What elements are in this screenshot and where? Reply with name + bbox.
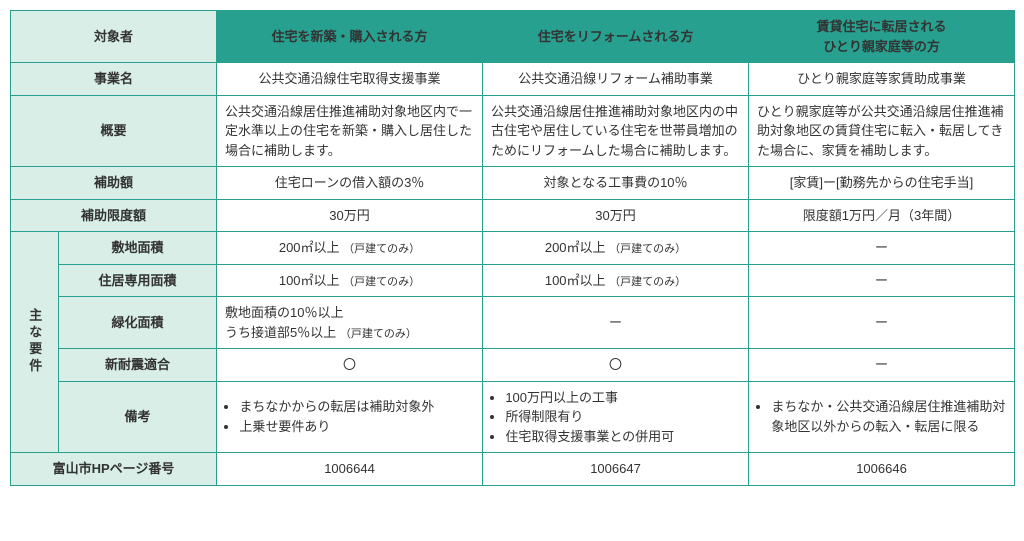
amount-c3: [家賃]ー[勤務先からの住宅手当] [749,167,1015,200]
notes-c1: まちなかからの転居は補助対象外 上乗せ要件あり [217,381,483,453]
amount-c1: 住宅ローンの借入額の3％ [217,167,483,200]
notes-c3-b1: まちなか・公共交通沿線居住推進補助対象地区以外からの転入・転居に限る [771,397,1006,436]
amount-c2: 対象となる工事費の10％ [483,167,749,200]
overview-label: 概要 [11,95,217,167]
table-row: 備考 まちなかからの転居は補助対象外 上乗せ要件あり 100万円以上の工事 所得… [11,381,1015,453]
table-row: 住居専用面積 100㎡以上 （戸建てのみ） 100㎡以上 （戸建てのみ） ー [11,264,1015,297]
biz-name-c3: ひとり親家庭等家賃助成事業 [749,63,1015,96]
site-area-label: 敷地面積 [59,232,217,265]
notes-c2-b3: 住宅取得支援事業との併用可 [505,427,740,447]
notes-c2-b1: 100万円以上の工事 [505,388,740,408]
quake-c2: 〇 [483,349,749,382]
site-area-c2: 200㎡以上 （戸建てのみ） [483,232,749,265]
floor-area-label: 住居専用面積 [59,264,217,297]
col2-header: 住宅をリフォームされる方 [483,11,749,63]
green-area-c1-sub: （戸建てのみ） [340,328,417,340]
overview-c3: ひとり親家庭等が公共交通沿線居住推進補助対象地区の賃貸住宅に転入・転居してきた場… [749,95,1015,167]
site-area-c3: ー [749,232,1015,265]
green-area-c1-line2: うち接道部5％以上 [225,325,336,340]
notes-c1-b1: まちなかからの転居は補助対象外 [239,397,474,417]
floor-area-c1: 100㎡以上 （戸建てのみ） [217,264,483,297]
green-area-c3: ー [749,297,1015,349]
limit-c1: 30万円 [217,199,483,232]
requirements-group-label: 主な要件 [11,232,59,453]
table-row: 事業名 公共交通沿線住宅取得支援事業 公共交通沿線リフォーム補助事業 ひとり親家… [11,63,1015,96]
green-area-label: 緑化面積 [59,297,217,349]
page-no-c2: 1006647 [483,453,749,486]
floor-area-c2-main: 100㎡以上 [545,273,606,288]
green-area-c2: ー [483,297,749,349]
quake-c3: ー [749,349,1015,382]
floor-area-c1-sub: （戸建てのみ） [343,276,420,288]
green-area-c1: 敷地面積の10％以上 うち接道部5％以上 （戸建てのみ） [217,297,483,349]
green-area-c1-line1: 敷地面積の10％以上 [225,305,343,320]
notes-c3: まちなか・公共交通沿線居住推進補助対象地区以外からの転入・転居に限る [749,381,1015,453]
floor-area-c2-sub: （戸建てのみ） [609,276,686,288]
notes-c2-b2: 所得制限有り [505,407,740,427]
limit-label: 補助限度額 [11,199,217,232]
notes-label: 備考 [59,381,217,453]
quake-c1: 〇 [217,349,483,382]
overview-c1: 公共交通沿線居住推進補助対象地区内で一定水準以上の住宅を新築・購入し居住した場合… [217,95,483,167]
floor-area-c3: ー [749,264,1015,297]
biz-name-c1: 公共交通沿線住宅取得支援事業 [217,63,483,96]
page-no-c3: 1006646 [749,453,1015,486]
page-no-c1: 1006644 [217,453,483,486]
col1-header: 住宅を新築・購入される方 [217,11,483,63]
table-row: 対象者 住宅を新築・購入される方 住宅をリフォームされる方 賃貸住宅に転居される… [11,11,1015,63]
table-row: 緑化面積 敷地面積の10％以上 うち接道部5％以上 （戸建てのみ） ー ー [11,297,1015,349]
table-row: 概要 公共交通沿線居住推進補助対象地区内で一定水準以上の住宅を新築・購入し居住し… [11,95,1015,167]
col3-header: 賃貸住宅に転居されるひとり親家庭等の方 [749,11,1015,63]
table-row: 新耐震適合 〇 〇 ー [11,349,1015,382]
quake-label: 新耐震適合 [59,349,217,382]
table-row: 補助額 住宅ローンの借入額の3％ 対象となる工事費の10％ [家賃]ー[勤務先か… [11,167,1015,200]
table-row: 主な要件 敷地面積 200㎡以上 （戸建てのみ） 200㎡以上 （戸建てのみ） … [11,232,1015,265]
amount-label: 補助額 [11,167,217,200]
overview-c2: 公共交通沿線居住推進補助対象地区内の中古住宅や居住している住宅を世帯員増加のため… [483,95,749,167]
site-area-c2-sub: （戸建てのみ） [609,243,686,255]
subsidy-table: 対象者 住宅を新築・購入される方 住宅をリフォームされる方 賃貸住宅に転居される… [10,10,1015,486]
floor-area-c1-main: 100㎡以上 [279,273,340,288]
biz-name-c2: 公共交通沿線リフォーム補助事業 [483,63,749,96]
limit-c3: 限度額1万円／月（3年間） [749,199,1015,232]
site-area-c1-main: 200㎡以上 [279,240,340,255]
notes-c1-b2: 上乗せ要件あり [239,417,474,437]
site-area-c2-main: 200㎡以上 [545,240,606,255]
biz-name-label: 事業名 [11,63,217,96]
limit-c2: 30万円 [483,199,749,232]
table-row: 補助限度額 30万円 30万円 限度額1万円／月（3年間） [11,199,1015,232]
floor-area-c2: 100㎡以上 （戸建てのみ） [483,264,749,297]
site-area-c1-sub: （戸建てのみ） [343,243,420,255]
table-row: 富山市HPページ番号 1006644 1006647 1006646 [11,453,1015,486]
target-header: 対象者 [11,11,217,63]
site-area-c1: 200㎡以上 （戸建てのみ） [217,232,483,265]
page-no-label: 富山市HPページ番号 [11,453,217,486]
notes-c2: 100万円以上の工事 所得制限有り 住宅取得支援事業との併用可 [483,381,749,453]
